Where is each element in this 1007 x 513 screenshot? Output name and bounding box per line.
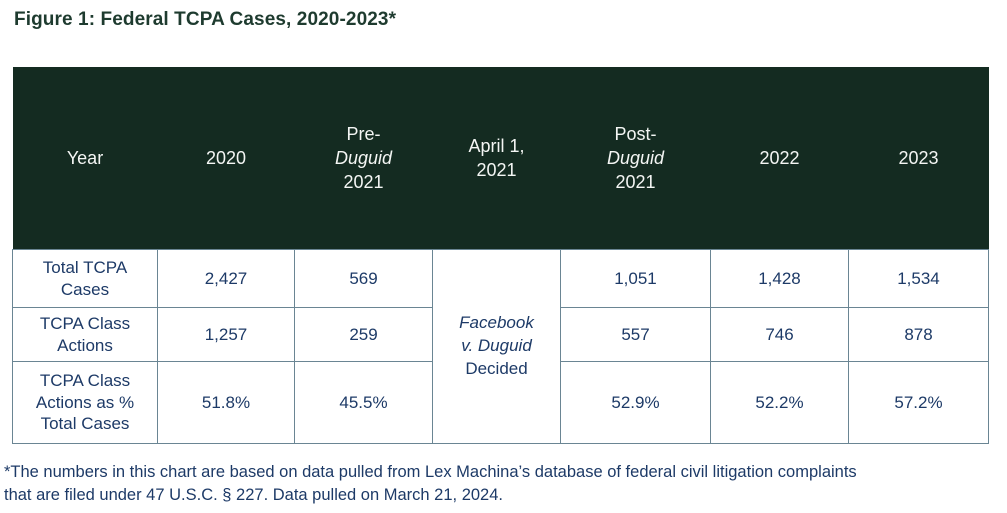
post-duguid-year: 2021 xyxy=(615,172,656,193)
col-header-year: Year xyxy=(12,67,158,250)
row-label-total-tcpa-cases: Total TCPA Cases xyxy=(12,249,158,308)
cell-pct-2023: 57.2% xyxy=(848,361,989,444)
pre-duguid-prefix: Pre- xyxy=(346,123,381,144)
col-header-april-1-2021: April 1, 2021 xyxy=(432,67,561,250)
col-header-year-label: Year xyxy=(66,147,104,168)
cell-class-2020: 1,257 xyxy=(157,307,295,362)
cell-total-post-duguid-2021: 1,051 xyxy=(560,249,711,308)
cell-pct-2020: 51.8% xyxy=(157,361,295,444)
cell-pct-2022: 52.2% xyxy=(710,361,849,444)
cell-total-2022: 1,428 xyxy=(710,249,849,308)
table-row-class-actions-percent: TCPA Class Actions as % Total Cases 51.8… xyxy=(12,361,989,444)
footnote: *The numbers in this chart are based on … xyxy=(4,463,857,505)
col-header-2023-label: 2023 xyxy=(898,147,939,168)
cell-total-2023: 1,534 xyxy=(848,249,989,308)
col-header-2022-label: 2022 xyxy=(759,147,800,168)
col-header-2020: 2020 xyxy=(157,67,295,250)
event-case-line1: Facebook xyxy=(459,313,534,333)
cell-class-post-duguid-2021: 557 xyxy=(560,307,711,362)
cell-total-pre-duguid-2021: 569 xyxy=(294,249,433,308)
col-header-pre-duguid-2021: Pre- Duguid 2021 xyxy=(294,67,433,250)
table-row-tcpa-class-actions: TCPA Class Actions 1,257 259 557 746 878 xyxy=(12,307,989,362)
post-duguid-prefix: Post- xyxy=(614,123,657,144)
cell-class-pre-duguid-2021: 259 xyxy=(294,307,433,362)
col-header-post-duguid-2021: Post- Duguid 2021 xyxy=(560,67,711,250)
pre-duguid-year: 2021 xyxy=(343,172,384,193)
event-case-line2: v. Duguid xyxy=(461,336,532,356)
facebook-v-duguid-decided-cell: Facebook v. Duguid Decided xyxy=(432,249,561,444)
april-date-line2: 2021 xyxy=(476,160,517,180)
post-duguid-case-name: Duguid xyxy=(606,147,665,168)
cell-total-2020: 2,427 xyxy=(157,249,295,308)
col-header-2022: 2022 xyxy=(710,67,849,250)
col-header-2023: 2023 xyxy=(848,67,989,250)
col-header-2020-label: 2020 xyxy=(205,147,247,168)
tcpa-cases-table: Year 2020 Pre- Duguid 2021 April 1, 2021… xyxy=(12,67,989,444)
row-label-class-actions-percent: TCPA Class Actions as % Total Cases xyxy=(12,361,158,444)
cell-pct-pre-duguid-2021: 45.5% xyxy=(294,361,433,444)
event-decided-label: Decided xyxy=(465,358,528,378)
header-row: Year 2020 Pre- Duguid 2021 April 1, 2021… xyxy=(12,67,989,250)
row-label-tcpa-class-actions: TCPA Class Actions xyxy=(12,307,158,362)
april-date-line1: April 1, xyxy=(468,135,525,156)
figure-title: Figure 1: Federal TCPA Cases, 2020-2023* xyxy=(14,9,397,30)
cell-class-2022: 746 xyxy=(710,307,849,362)
cell-class-2023: 878 xyxy=(848,307,989,362)
cell-pct-post-duguid-2021: 52.9% xyxy=(560,361,711,444)
table-row-total-tcpa-cases: Total TCPA Cases 2,427 569 Facebook v. D… xyxy=(12,249,989,444)
pre-duguid-case-name: Duguid xyxy=(334,147,393,168)
